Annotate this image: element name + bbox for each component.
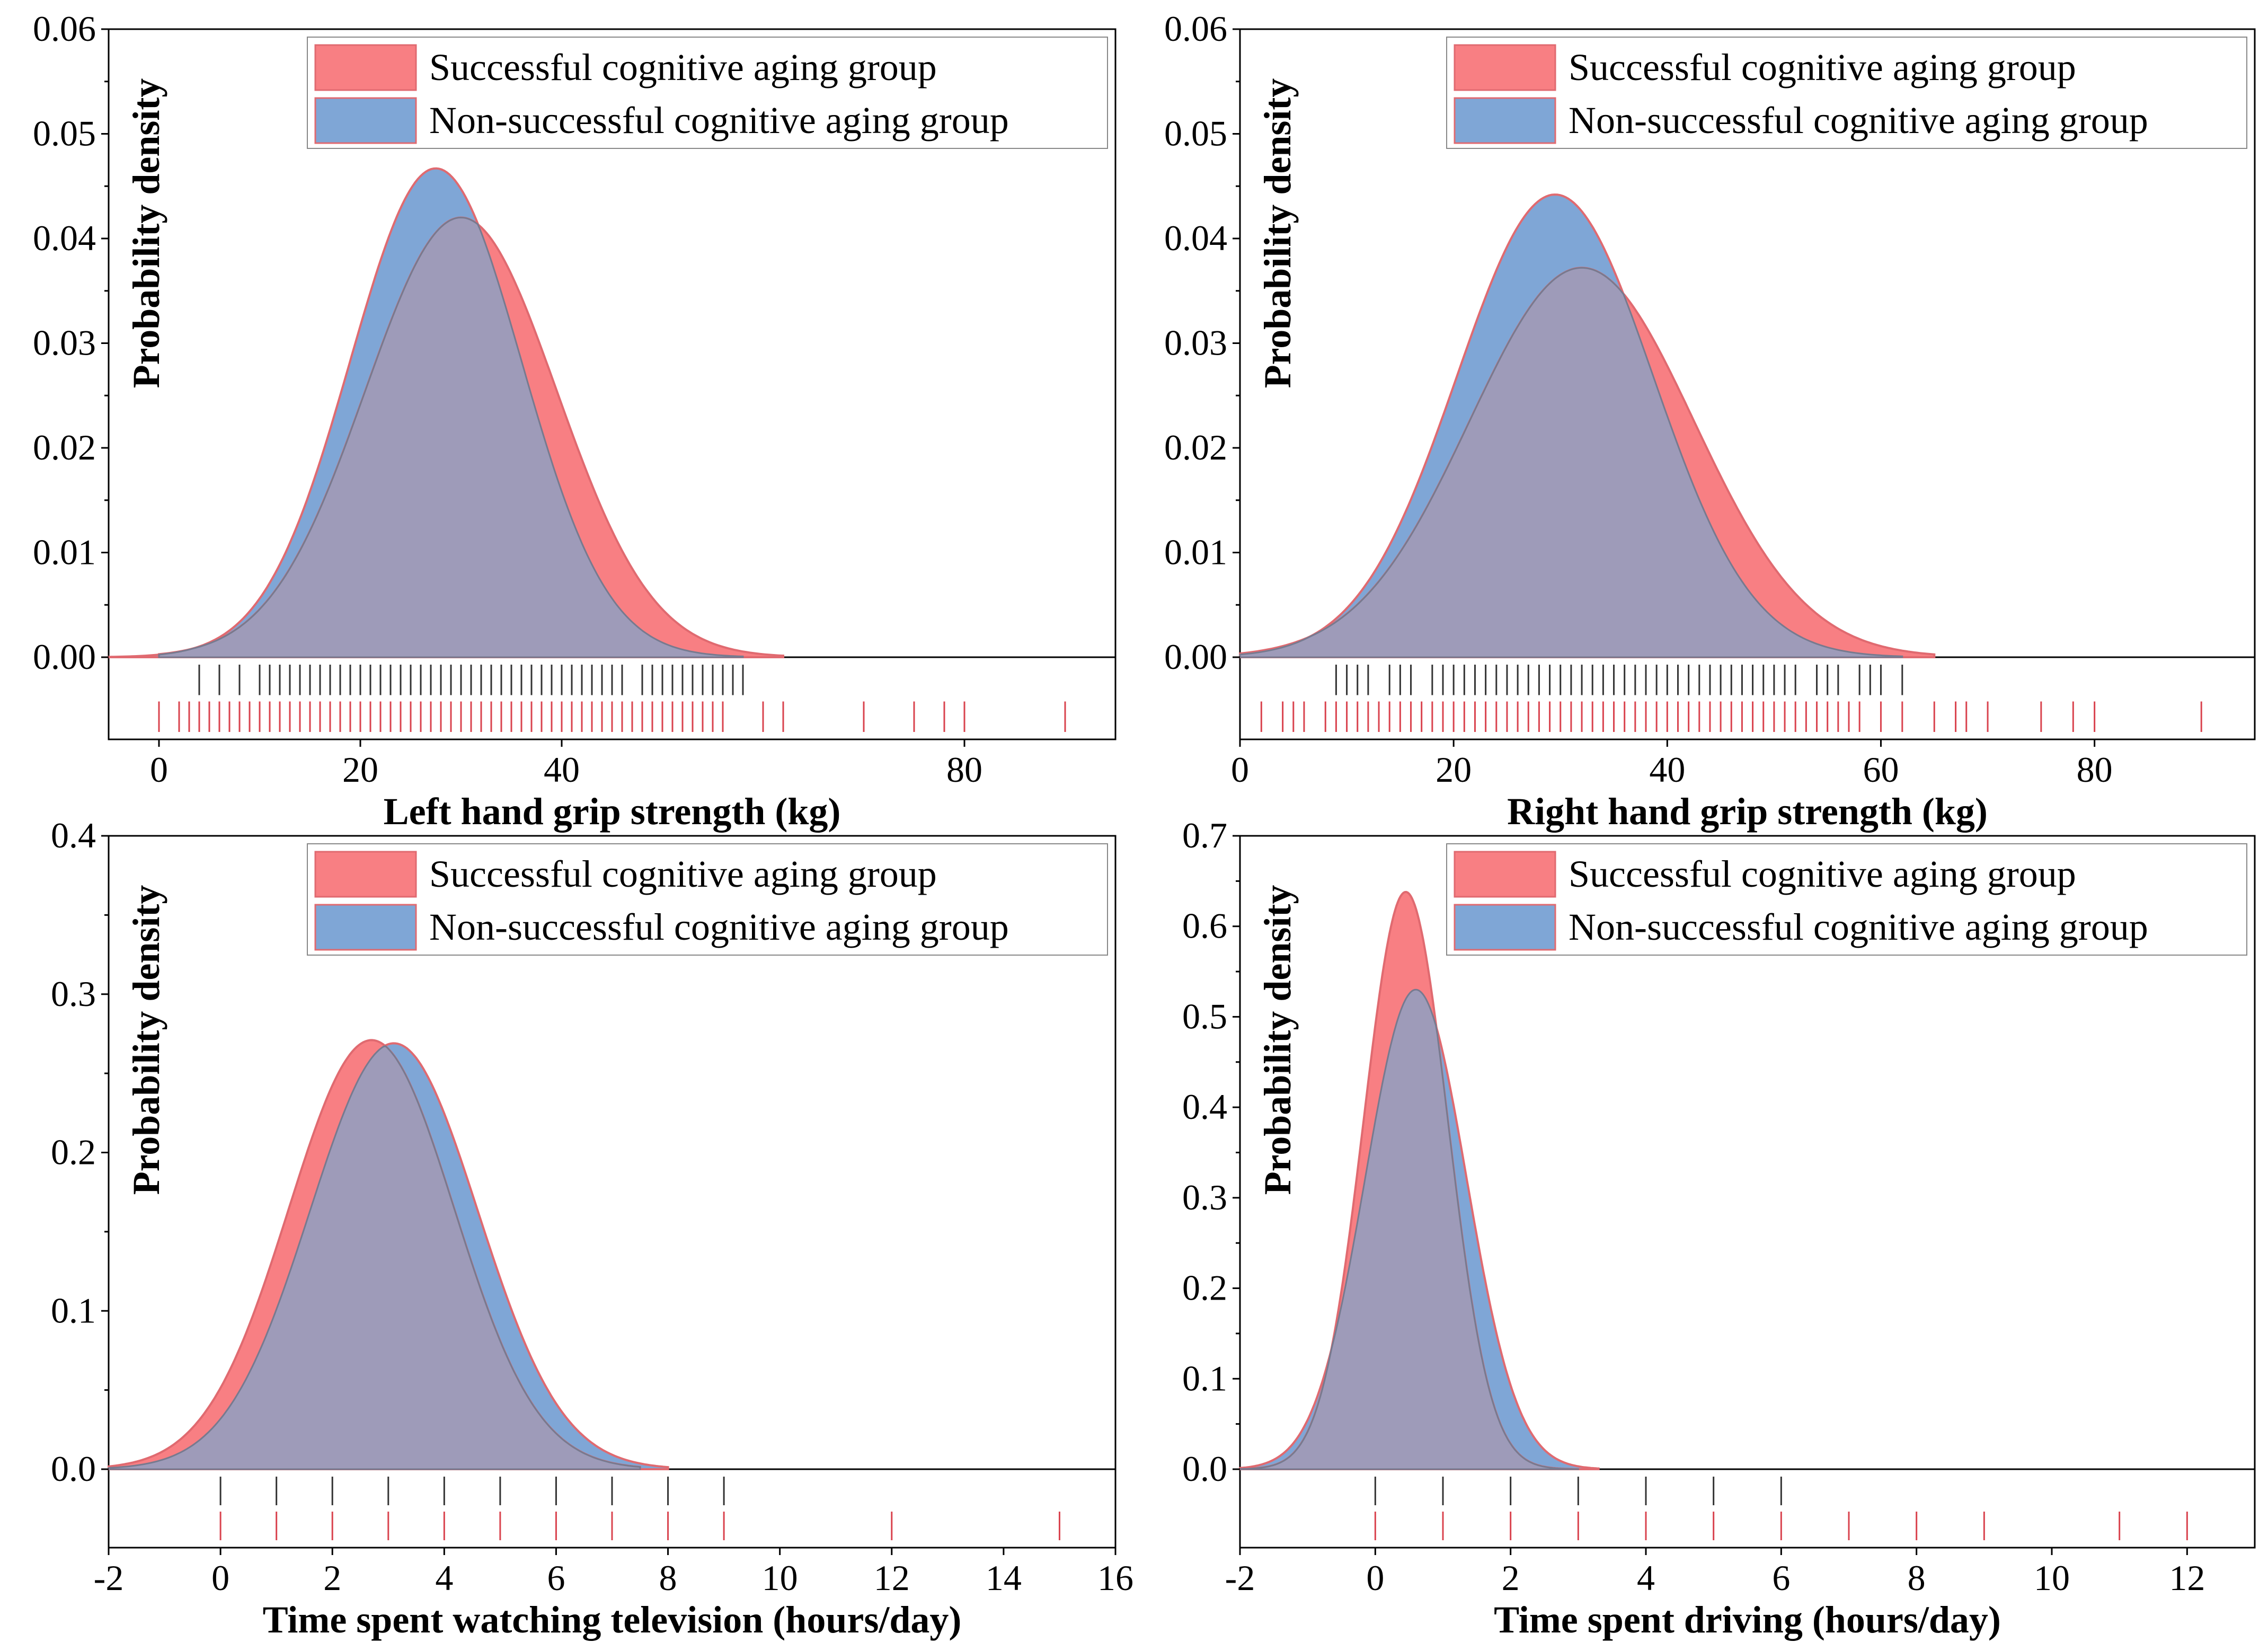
density-overlap (1239, 267, 1903, 658)
x-tick-label: 80 (946, 749, 982, 790)
y-tick-label: 0.01 (1164, 532, 1227, 572)
density-overlap (158, 216, 744, 658)
legend-swatch (1454, 44, 1556, 91)
x-tick-label: 12 (2169, 1558, 2205, 1598)
legend-label: Successful cognitive aging group (429, 853, 937, 895)
x-axis-title: Time spent driving (hours/day) (1494, 1599, 2001, 1641)
x-tick-label: 12 (874, 1558, 910, 1598)
x-tick-label: 4 (435, 1558, 453, 1598)
legend-swatch (314, 44, 417, 91)
y-tick-label: 0.03 (33, 323, 96, 363)
plot-frame (108, 28, 1117, 740)
y-tick-label: 0.06 (33, 8, 96, 49)
y-tick-label: 0.2 (51, 1132, 96, 1172)
y-tick-label: 0.0 (1182, 1449, 1227, 1489)
x-tick-label: 20 (1436, 749, 1472, 790)
y-tick-label: 0.0 (51, 1449, 96, 1489)
legend-label: Non-successful cognitive aging group (429, 906, 1009, 948)
y-tick-label: 0.1 (51, 1290, 96, 1330)
legend-label: Non-successful cognitive aging group (1569, 99, 2148, 142)
x-tick-label: 60 (1863, 749, 1899, 790)
legend-label: Non-successful cognitive aging group (1569, 906, 2148, 948)
x-tick-label: 6 (1772, 1558, 1790, 1598)
x-tick-label: 14 (986, 1558, 1022, 1598)
panel-left-grip: 0.00 0.01 0.02 0.03 0.04 0.05 0.06 0 20 40 80 Left … (0, 0, 1134, 833)
panel-television: 0.0 0.1 0.2 0.3 0.4 -2 0 2 4 6 8 10 12 14 16 Time spent… (0, 815, 1134, 1648)
y-axis-title: Probability density (125, 885, 167, 1195)
x-tick-label: 40 (544, 749, 580, 790)
x-tick-label: 0 (1366, 1558, 1384, 1598)
y-tick-label: 0.1 (1182, 1358, 1227, 1398)
x-tick-label: 2 (1502, 1558, 1520, 1598)
y-tick-label: 0.05 (1164, 113, 1227, 154)
y-tick-label: 0.04 (1164, 218, 1227, 258)
x-tick-label: 0 (1231, 749, 1249, 790)
y-tick-label: 0.4 (51, 815, 96, 855)
legend-swatch (314, 904, 417, 951)
plot-frame (108, 835, 1117, 1549)
x-axis-title: Left hand grip strength (kg) (384, 790, 841, 833)
chart-driving: 0.0 0.1 0.2 0.3 0.4 0.5 0.6 0.7 -2 0 2 4 6 8 10 12 Time … (1182, 815, 2256, 1641)
legend-box (307, 37, 1108, 149)
panel-right-grip: 0.00 0.01 0.02 0.03 0.04 0.05 0.06 0 20 40 60 80 Rig… (1134, 0, 2268, 833)
x-tick-label: 8 (1908, 1558, 1926, 1598)
density-overlap (108, 1045, 641, 1470)
x-tick-label: 80 (2077, 749, 2113, 790)
legend-swatch (314, 851, 417, 898)
plot-frame (1239, 835, 2256, 1549)
legend-label: Successful cognitive aging group (1569, 46, 2076, 89)
legend-label: Successful cognitive aging group (1569, 853, 2076, 895)
panel-driving: 0.0 0.1 0.2 0.3 0.4 0.5 0.6 0.7 -2 0 2 4 6 8 10 12 Time … (1134, 815, 2268, 1648)
x-tick-label: 4 (1637, 1558, 1655, 1598)
x-tick-label: 2 (323, 1558, 341, 1598)
x-axis-title: Right hand grip strength (kg) (1507, 790, 1988, 833)
y-tick-label: 0.02 (33, 427, 96, 467)
x-tick-label: -2 (1225, 1558, 1255, 1598)
legend-swatch (1454, 97, 1556, 144)
y-tick-label: 0.5 (1182, 996, 1227, 1036)
y-tick-label: 0.2 (1182, 1268, 1227, 1308)
y-tick-label: 0.00 (33, 637, 96, 677)
y-tick-label: 0.6 (1182, 906, 1227, 946)
legend-box (307, 843, 1108, 956)
legend-label: Successful cognitive aging group (429, 46, 937, 89)
legend-swatch (1454, 851, 1556, 898)
legend-box (1446, 37, 2247, 149)
legend-swatch (314, 97, 417, 144)
y-tick-label: 0.4 (1182, 1087, 1227, 1127)
x-tick-label: 40 (1649, 749, 1685, 790)
y-tick-label: 0.3 (1182, 1177, 1227, 1217)
y-tick-label: 0.02 (1164, 427, 1227, 467)
x-tick-label: 8 (659, 1558, 677, 1598)
x-tick-label: 6 (547, 1558, 565, 1598)
plot-frame (1239, 28, 2256, 740)
y-axis-title: Probability density (125, 78, 167, 389)
y-tick-label: 0.05 (33, 113, 96, 154)
y-tick-label: 0.03 (1164, 323, 1227, 363)
y-tick-label: 0.01 (33, 532, 96, 572)
y-axis-title: Probability density (1256, 78, 1299, 389)
legend-swatch (1454, 904, 1556, 951)
y-tick-label: 0.04 (33, 218, 96, 258)
x-axis-title: Time spent watching television (hours/da… (263, 1599, 962, 1641)
y-tick-label: 0.7 (1182, 815, 1227, 855)
chart-left-grip: 0.00 0.01 0.02 0.03 0.04 0.05 0.06 0 20 40 80 Left … (33, 8, 1117, 833)
x-tick-label: 10 (2034, 1558, 2070, 1598)
x-tick-label: 20 (342, 749, 378, 790)
y-axis-title: Probability density (1256, 885, 1299, 1195)
x-tick-label: 10 (762, 1558, 798, 1598)
density-overlap (1239, 988, 1579, 1470)
legend-label: Non-successful cognitive aging group (429, 99, 1009, 142)
x-tick-label: 16 (1097, 1558, 1133, 1598)
x-tick-label: -2 (94, 1558, 124, 1598)
chart-right-grip: 0.00 0.01 0.02 0.03 0.04 0.05 0.06 0 20 40 60 80 Rig… (1164, 8, 2256, 833)
legend-box (1446, 843, 2247, 956)
y-tick-label: 0.06 (1164, 8, 1227, 49)
y-tick-label: 0.3 (51, 974, 96, 1014)
y-tick-label: 0.00 (1164, 637, 1227, 677)
x-tick-label: 0 (211, 1558, 229, 1598)
chart-television: 0.0 0.1 0.2 0.3 0.4 -2 0 2 4 6 8 10 12 14 16 Time spent… (51, 815, 1133, 1641)
x-tick-label: 0 (150, 749, 168, 790)
